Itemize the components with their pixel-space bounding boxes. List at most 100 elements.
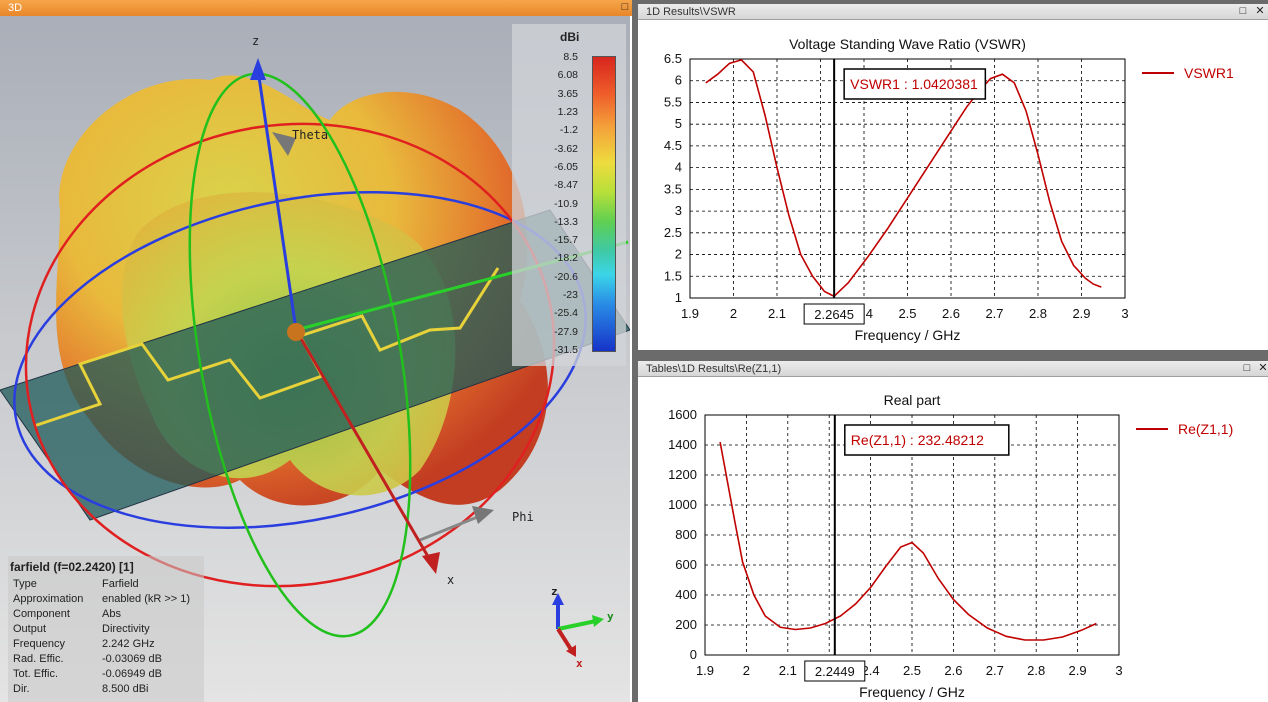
maximize-icon[interactable]: □ <box>621 1 629 13</box>
triad-z-label: z <box>551 585 558 598</box>
vswr-chart[interactable]: Voltage Standing Wave Ratio (VSWR) 1.9 2 2.… <box>638 20 1268 350</box>
meander-antenna-trace <box>33 267 500 428</box>
info-label: Approximation <box>13 593 84 605</box>
x-tick-label: 2.8 <box>1027 663 1045 678</box>
marker-x-box <box>804 660 866 682</box>
info-label: Dir. <box>13 683 30 695</box>
close-icon[interactable]: ✕ <box>1255 5 1265 17</box>
x-axis-label: Frequency / GHz <box>859 684 965 700</box>
info-label: Frequency <box>13 638 65 650</box>
series-line <box>705 59 1102 298</box>
vswr-window: 1D Results\VSWR □ ✕ Voltage Standing Wav… <box>638 4 1268 350</box>
x-axis-label: Frequency / GHz <box>855 327 961 343</box>
y-tick-label: 200 <box>675 617 697 632</box>
maximize-icon[interactable]: □ <box>1239 5 1247 17</box>
farfield-pattern-view <box>0 58 630 638</box>
y-tick-label: 4 <box>675 160 682 175</box>
x-axis-arrow <box>422 552 440 574</box>
colorbar-gradient <box>592 56 616 352</box>
theta-label: Theta <box>292 128 329 142</box>
y-tick-label: 1600 <box>668 407 697 422</box>
chart-title: Voltage Standing Wave Ratio (VSWR) <box>789 36 1026 52</box>
plot-area-frame <box>704 414 1120 656</box>
colorbar-tick-label: -20.6 <box>554 270 578 283</box>
maximize-icon[interactable]: □ <box>1243 362 1251 374</box>
colorbar-tick-label: -6.05 <box>554 160 578 173</box>
x-tick-label: 2.1 <box>768 306 786 321</box>
axis-triad[interactable] <box>540 585 630 675</box>
colorbar-tick-label: -27.9 <box>554 325 578 338</box>
x-tick-label: 2.7 <box>985 306 1003 321</box>
info-label: Tot. Effic. <box>13 668 59 680</box>
series-line <box>719 441 1097 641</box>
x-tick-label: 3 <box>1121 306 1128 321</box>
y-tick-label: 4.5 <box>664 138 682 153</box>
close-icon[interactable]: ✕ <box>1258 362 1268 374</box>
info-value: enabled (kR >> 1) <box>102 593 191 605</box>
info-value: Directivity <box>102 623 150 635</box>
colorbar-tick-label: -15.7 <box>554 234 578 247</box>
x-tick-label: 2.1 <box>779 663 797 678</box>
x-tick-label: 2.9 <box>1069 663 1087 678</box>
colorbar-tick-label: -10.9 <box>554 197 578 210</box>
y-tick-label: 6 <box>675 73 682 88</box>
info-label: Type <box>13 578 37 590</box>
window-title-text: 3D <box>8 2 23 14</box>
origin-feed <box>287 323 305 341</box>
x-axis-label: x <box>447 573 455 587</box>
z-axis-label: z <box>252 34 260 48</box>
marker-readout: VSWR1 : 1.0420381 <box>850 76 978 92</box>
y-tick-label: 6.5 <box>664 51 682 66</box>
y-tick-label: 1400 <box>668 437 697 452</box>
x-tick-label: 2.8 <box>1029 306 1047 321</box>
legend-label: Re(Z1,1) <box>1178 421 1233 437</box>
marker-readout-box <box>843 68 987 100</box>
z-axis-arrow <box>250 58 266 80</box>
colorbar-tick-label: 6.08 <box>557 69 578 82</box>
info-value: 2.242 GHz <box>102 638 155 650</box>
y-tick-label: 3 <box>675 203 682 218</box>
y-tick-label: 800 <box>675 527 697 542</box>
colorbar-tick-label: -1.2 <box>559 124 578 137</box>
x-tick-label: 2 <box>730 306 737 321</box>
x-tick-label: 2.5 <box>898 306 916 321</box>
colorbar-tick-label: 3.65 <box>557 87 578 100</box>
rez-window-title: Tables\1D Results\Re(Z1,1) <box>646 363 782 375</box>
colorbar-tick-label: -3.62 <box>554 142 578 155</box>
rez-window-titlebar: Tables\1D Results\Re(Z1,1) □ ✕ <box>638 361 1268 377</box>
y-tick-label: 5.5 <box>664 94 682 109</box>
colorbar-tick-label: -23 <box>562 289 578 302</box>
colorbar-unit: dBi <box>560 30 580 44</box>
theta-arrow <box>272 132 296 156</box>
x-tick-label: 1.9 <box>681 306 699 321</box>
theta-ring-green <box>188 72 412 638</box>
plot-area-frame <box>689 58 1126 299</box>
colorbar-tick-label: -25.4 <box>554 307 578 320</box>
colorbar-tick-label: -18.2 <box>554 252 578 265</box>
x-tick-label: 2 <box>743 663 750 678</box>
y-tick-label: 2.5 <box>664 225 682 240</box>
vswr-window-titlebar: 1D Results\VSWR □ ✕ <box>638 4 1268 20</box>
y-tick-label: 600 <box>675 557 697 572</box>
x-tick-label: 2.6 <box>944 663 962 678</box>
x-tick-label: 2.4 <box>862 663 880 678</box>
colorbar-tick-label: -31.5 <box>554 344 578 356</box>
x-tick-label: 2.6 <box>942 306 960 321</box>
y-tick-label: 2 <box>675 247 682 262</box>
marker-readout: Re(Z1,1) : 232.48212 <box>851 432 984 448</box>
colorbar-tick-label: 8.5 <box>563 51 578 63</box>
triad-y-label: y <box>607 610 614 623</box>
y-tick-label: 0 <box>690 647 697 662</box>
info-value: Abs <box>102 608 121 620</box>
y-tick-label: 400 <box>675 587 697 602</box>
colorbar-tick-label: -13.3 <box>554 215 578 228</box>
x-tick-label: 2.5 <box>903 663 921 678</box>
info-label: Component <box>13 608 70 620</box>
re-z11-chart[interactable]: Real part 1.9 2 2.1 2.4 2.5 2.6 2.7 2.8 2.9 3 0 200 4… <box>638 377 1268 702</box>
legend-label: VSWR1 <box>1184 65 1234 81</box>
phi-arrow <box>472 506 494 524</box>
phi-label: Phi <box>512 510 534 524</box>
info-value: -0.06949 dB <box>102 668 162 680</box>
x-tick-label: 1.9 <box>696 663 714 678</box>
y-tick-label: 1000 <box>668 497 697 512</box>
